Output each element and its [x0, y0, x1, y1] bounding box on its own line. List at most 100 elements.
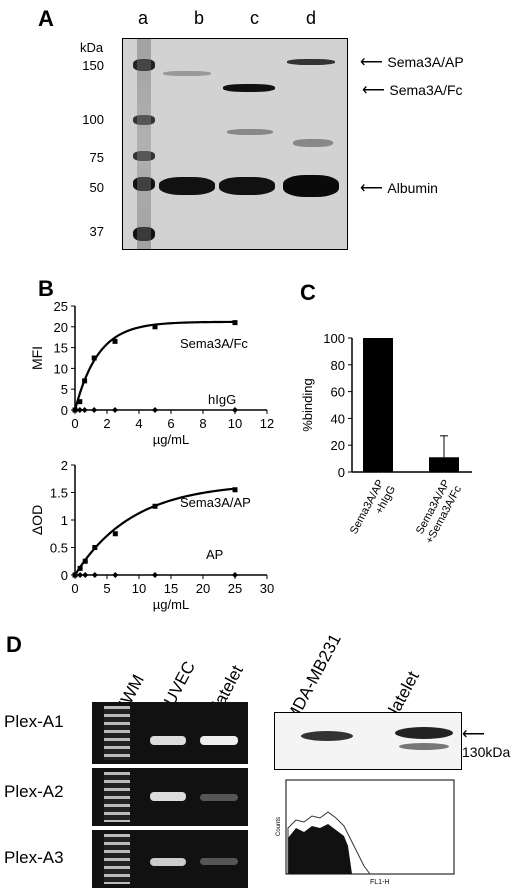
- x-tick-label: 5: [103, 581, 110, 596]
- marker-50: 50: [89, 180, 104, 195]
- pcr-band: [200, 858, 238, 865]
- data-point: [152, 324, 158, 330]
- y-tick-label: 0.5: [50, 541, 68, 556]
- ladder-band: [133, 151, 155, 161]
- data-point: [77, 399, 83, 405]
- lane-label-c: c: [250, 8, 259, 28]
- x-tick-label: 25: [228, 581, 242, 596]
- sema3a-ap-band: [287, 59, 335, 65]
- flow-histogram: FL1-H Counts: [274, 776, 460, 886]
- row-label-plex-a2: Plex-A2: [4, 782, 64, 801]
- ladder-bands: [104, 772, 130, 822]
- data-point: [82, 558, 88, 564]
- arrow-albumin: ⟵ Albumin: [360, 178, 438, 198]
- pcr-band: [150, 858, 186, 866]
- y-tick-label: 80: [331, 358, 345, 373]
- faint-band: [163, 71, 211, 76]
- flow-filled-peak: [288, 824, 352, 874]
- bar: [363, 338, 393, 472]
- data-point: [92, 545, 98, 550]
- series-label: AP: [206, 547, 223, 562]
- x-axis-label: µg/mL: [153, 432, 189, 447]
- blot-band-platelet: [395, 727, 453, 739]
- x-tick-label: 20: [196, 581, 210, 596]
- ladder-band: [133, 177, 155, 191]
- lane-label-d: d: [306, 8, 317, 28]
- ladder-band: [133, 115, 155, 125]
- arrow-sema3a-fc: ⟵ Sema3A/Fc: [362, 80, 463, 100]
- data-point: [232, 320, 238, 326]
- arrow-albumin-label: Albumin: [387, 180, 438, 196]
- blot-band-mda: [301, 731, 353, 741]
- chart-b-top-svg: 0 5 10 15 20 25 0 2 4 6 8 10 12 µg/mL MFI Sema3A/Fc hIgG: [29, 299, 274, 447]
- bar: [429, 457, 459, 472]
- y-tick-label: 60: [331, 385, 345, 400]
- chart-b-top: 0 5 10 15 20 25 0 2 4 6 8 10 12 µg/mL MFI Sema3A/Fc hIgG: [29, 290, 280, 460]
- y-tick-label: 15: [54, 341, 68, 356]
- x-tick-label: 10: [132, 581, 146, 596]
- western-blot: [274, 712, 462, 770]
- albumin-band-d: [283, 175, 339, 197]
- arrow-left-icon: ⟵: [360, 180, 383, 197]
- panel-a-letter: A: [38, 6, 54, 31]
- x-tick-label: 0: [71, 581, 78, 596]
- y-tick-label: 1.5: [50, 486, 68, 501]
- y-tick-label: 2: [61, 458, 68, 473]
- y-tick-label: 40: [331, 411, 345, 426]
- pcr-gel-plex-a1: [92, 702, 248, 764]
- x-axis-label: µg/mL: [153, 597, 189, 612]
- marker-37: 37: [89, 224, 104, 239]
- albumin-band-c: [219, 177, 275, 195]
- chart-c-svg: 0 20 40 60 80 100 %binding Sema3A/AP+hIgG Sema3A…: [300, 331, 472, 546]
- pcr-gel-plex-a2: [92, 768, 248, 826]
- y-tick-label: 100: [323, 331, 345, 346]
- marker-150: 150: [82, 58, 104, 73]
- pcr-band: [200, 794, 238, 801]
- albumin-band-b: [159, 177, 215, 195]
- series-label: hIgG: [208, 392, 236, 407]
- data-point: [112, 338, 118, 344]
- marker-100: 100: [82, 112, 104, 127]
- arrow-sema3a-fc-label: Sema3A/Fc: [389, 82, 463, 98]
- x-tick-label: 0: [71, 416, 78, 431]
- series-label: Sema3A/Fc: [180, 336, 248, 351]
- faint-band: [293, 139, 333, 147]
- x-tick-label: 30: [260, 581, 274, 596]
- flow-xlabel: FL1-H: [370, 879, 389, 886]
- ladder-band: [133, 227, 155, 241]
- x-tick-label: 10: [228, 416, 242, 431]
- chart-b-bottom: 0 0.5 1 1.5 2 0 5 10 15 20 25 30 µg/mL ΔOD Sema3A/AP AP: [29, 455, 280, 630]
- ladder-bands: [104, 706, 130, 760]
- marker-75: 75: [89, 150, 104, 165]
- faint-band: [227, 129, 273, 135]
- panel-b-letter: B: [38, 276, 54, 301]
- row-label-plex-a1: Plex-A1: [4, 712, 64, 731]
- lane-label-a: a: [138, 8, 149, 28]
- data-point: [91, 355, 97, 361]
- pcr-band: [200, 736, 238, 745]
- data-point: [232, 487, 238, 493]
- pcr-gel-plex-a3: [92, 830, 248, 888]
- y-tick-label: 0: [338, 465, 345, 480]
- x-tick-label: 12: [260, 416, 274, 431]
- series-label: Sema3A/AP: [180, 495, 251, 510]
- panel-d-letter: D: [6, 632, 22, 657]
- arrow-130kda-label: 130kDa: [462, 744, 511, 760]
- lane-label-b: b: [194, 8, 205, 28]
- x-tick-label: 2: [103, 416, 110, 431]
- ladder-bands: [104, 834, 130, 884]
- y-tick-label: 20: [331, 438, 345, 453]
- panel-c-letter: C: [300, 280, 316, 305]
- pcr-band: [150, 792, 186, 801]
- protein-gel: [122, 38, 348, 250]
- row-label-plex-a3: Plex-A3: [4, 848, 64, 867]
- x-tick-label: 8: [199, 416, 206, 431]
- y-axis-label: ΔOD: [30, 505, 45, 535]
- flow-ylabel: Counts: [276, 817, 282, 836]
- y-tick-label: 0: [61, 403, 68, 418]
- y-axis-label: MFI: [30, 346, 45, 370]
- ladder-band: [133, 59, 155, 71]
- arrow-left-icon: ⟵: [362, 82, 385, 99]
- x-tick-label: 6: [167, 416, 174, 431]
